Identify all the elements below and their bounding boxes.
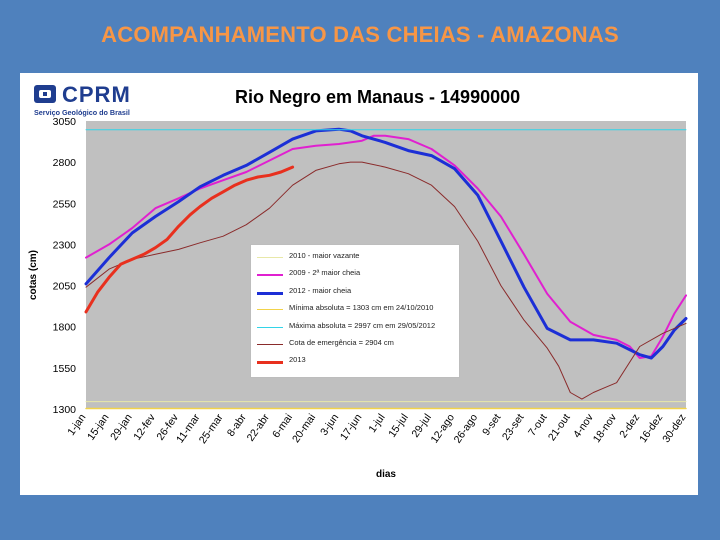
- legend-swatch: [257, 274, 283, 277]
- series-line-6: [84, 165, 295, 314]
- legend-label: Máxima absoluta = 2997 cm em 29/05/2012: [289, 320, 436, 330]
- x-tick-label: 1-jul: [366, 412, 387, 435]
- cprm-logo: CPRM Serviço Geológico do Brasil: [34, 82, 131, 117]
- legend-item: 2009 - 2ª maior cheia: [257, 268, 457, 282]
- logo-subtitle: Serviço Geológico do Brasil: [34, 108, 130, 117]
- legend-swatch: [257, 309, 283, 311]
- legend-swatch: [257, 344, 283, 345]
- legend-swatch: [257, 291, 283, 295]
- series-lines: [84, 127, 688, 410]
- x-tick-label: 29-jan: [108, 412, 135, 443]
- chart-title: Rio Negro em Manaus - 14990000: [235, 87, 521, 107]
- chart-panel: CPRM Serviço Geológico do Brasil Rio Neg…: [20, 73, 698, 495]
- x-tick-label: 18-nov: [591, 411, 620, 445]
- legend-swatch: [257, 361, 283, 365]
- y-tick-label: 2300: [53, 239, 77, 251]
- legend-item: Máxima absoluta = 2997 cm em 29/05/2012: [257, 321, 457, 335]
- x-tick-label: 23-set: [500, 412, 527, 443]
- x-axis-label: dias: [376, 469, 396, 480]
- legend-item: 2010 - maior vazante: [257, 251, 457, 265]
- legend-item: Cota de emergência = 2904 cm: [257, 338, 457, 352]
- slide-title: ACOMPANHAMENTO DAS CHEIAS - AMAZONAS: [101, 22, 619, 47]
- legend-item: Mínima absoluta = 1303 cm em 24/10/2010: [257, 303, 457, 317]
- y-tick-label: 3050: [53, 116, 77, 128]
- series-line-2: [84, 127, 688, 360]
- x-tick-label: 20-mai: [290, 412, 318, 445]
- cprm-logo-mark: [34, 85, 56, 103]
- x-tick-label: 15-jan: [85, 412, 112, 443]
- y-tick-label: 2050: [53, 281, 77, 293]
- chart-legend: 2010 - maior vazante 2009 - 2ª maior chei…: [250, 244, 460, 378]
- legend-label: Cota de emergência = 2904 cm: [289, 338, 394, 347]
- y-tick-label: 1550: [53, 363, 77, 375]
- legend-label: 2013: [289, 355, 306, 365]
- x-tick-label: 12-fev: [131, 411, 158, 442]
- legend-label: 2009 - 2ª maior cheia: [289, 268, 361, 278]
- x-tick-label: 15-jul: [386, 412, 411, 440]
- y-tick-label: 1300: [53, 404, 77, 416]
- legend-item: 2012 - maior cheia: [257, 286, 457, 300]
- x-tick-label: 3-jun: [318, 412, 341, 438]
- y-tick-label: 2800: [53, 157, 77, 169]
- legend-swatch: [257, 257, 283, 258]
- x-tick-label: 26-ago: [452, 412, 481, 446]
- x-tick-label: 25-mar: [197, 411, 226, 446]
- x-tick-label: 9-set: [480, 412, 503, 438]
- series-line-5: [85, 161, 687, 400]
- logo-name: CPRM: [62, 82, 131, 107]
- legend-item: 2013: [257, 355, 457, 369]
- legend-label: 2010 - maior vazante: [289, 251, 360, 260]
- x-tick-label: 30-dez: [660, 412, 688, 445]
- x-tick-label: 21-out: [546, 412, 573, 443]
- x-tick-label: 17-jun: [338, 412, 365, 443]
- legend-label: Mínima absoluta = 1303 cm em 24/10/2010: [289, 303, 434, 313]
- x-axis-ticks: 1-jan15-jan29-jan12-fev26-fev11-mar25-ma…: [65, 411, 688, 446]
- x-tick-label: 22-abr: [245, 411, 273, 443]
- y-axis-label: cotas (cm): [28, 250, 39, 300]
- legend-swatch: [257, 326, 283, 328]
- legend-label: 2012 - maior cheia: [289, 285, 352, 295]
- y-tick-label: 1800: [53, 322, 77, 334]
- y-tick-label: 2550: [53, 198, 77, 210]
- x-tick-label: 16-dez: [637, 412, 665, 445]
- y-axis-ticks: 1300 1550 1800 2050 2300 2550 2800 3050: [53, 116, 77, 416]
